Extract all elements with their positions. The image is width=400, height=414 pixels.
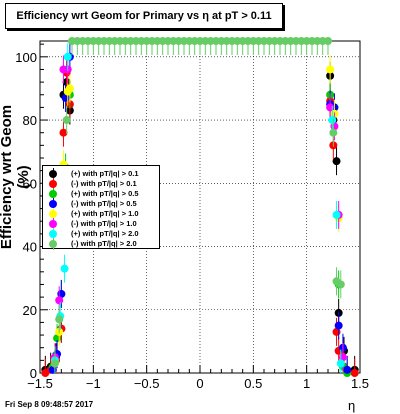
series-7	[50, 37, 345, 373]
data-point	[332, 157, 341, 166]
x-tick-label: 0.5	[244, 376, 262, 391]
x-tick-label: 1	[303, 376, 310, 391]
data-point	[350, 369, 359, 377]
y-tick-label: 100	[15, 50, 37, 65]
legend-entry: (-) with pT/|q| > 2.0	[43, 238, 161, 250]
data-point	[63, 52, 72, 61]
legend-entry: (+) with pT/|q| > 0.5	[43, 188, 161, 200]
legend-label: (+) with pT/|q| > 0.1	[71, 169, 139, 178]
legend-label: (+) with pT/|q| > 1.0	[71, 209, 139, 218]
data-point	[50, 359, 59, 368]
x-tick-label: −0.5	[134, 376, 160, 391]
legend-marker	[49, 170, 57, 178]
legend-marker	[49, 190, 57, 198]
timestamp-footer: Fri Sep 8 09:48:57 2017	[5, 400, 94, 409]
x-tick-label: −1.5	[27, 376, 53, 391]
data-marks	[41, 37, 359, 377]
data-point	[343, 365, 352, 374]
data-point	[336, 280, 345, 289]
legend-label: (+) with pT/|q| > 0.5	[71, 189, 139, 198]
legend-label: (-) with pT/|q| > 0.1	[71, 179, 137, 188]
x-axis-label: η	[348, 398, 356, 413]
y-tick-label: 80	[23, 113, 37, 128]
legend-marker	[49, 180, 57, 188]
x-tick-label: 0	[196, 376, 203, 391]
legend-entry: (-) with pT/|q| > 0.1	[43, 178, 161, 190]
legend-marker	[49, 220, 57, 228]
legend-marker	[49, 210, 57, 218]
chart-title: Efficiency wrt Geom for Primary vs η at …	[5, 3, 283, 29]
legend: (+) with pT/|q| > 0.1 (-) with pT/|q| > 0…	[42, 165, 161, 250]
legend-label: (-) with pT/|q| > 2.0	[71, 239, 137, 248]
legend-marker	[49, 230, 57, 238]
data-point	[324, 37, 332, 45]
y-tick-label: 60	[23, 176, 37, 191]
axes: −1.5 −1 −0.5 0 0.5 1 1.5 0 20 40 60 80 100	[15, 43, 369, 391]
legend-entry: (-) with pT/|q| > 1.0	[43, 218, 161, 230]
data-point	[55, 296, 64, 305]
data-point	[334, 321, 343, 330]
y-tick-label: 0	[30, 366, 37, 381]
y-axis-label: Efficiency wrt Geom (%)	[0, 104, 32, 250]
legend-label: (-) with pT/|q| > 1.0	[71, 219, 137, 228]
data-point	[326, 103, 335, 112]
data-point	[55, 315, 64, 324]
legend-label: (+) with pT/|q| > 2.0	[71, 229, 139, 238]
data-point	[65, 84, 74, 93]
data-point	[332, 210, 341, 219]
legend-entry: (+) with pT/|q| > 2.0	[43, 228, 161, 240]
legend-entry: (+) with pT/|q| > 0.1	[43, 168, 161, 180]
data-point	[329, 128, 338, 137]
data-point	[62, 116, 71, 125]
data-point	[328, 116, 337, 125]
data-point	[336, 359, 345, 368]
legend-entry: (-) with pT/|q| > 0.5	[43, 198, 161, 210]
x-tick-label: −1	[86, 376, 101, 391]
legend-marker	[49, 200, 57, 208]
data-point	[326, 65, 335, 74]
y-tick-label: 40	[23, 240, 37, 255]
y-tick-label: 20	[23, 303, 37, 318]
grid-lines	[40, 41, 360, 373]
x-tick-label: 1.5	[351, 376, 369, 391]
legend-marker	[49, 240, 57, 248]
legend-entry: (+) with pT/|q| > 1.0	[43, 208, 161, 220]
legend-label: (-) with pT/|q| > 0.5	[71, 199, 137, 208]
data-point	[60, 264, 69, 273]
data-point	[59, 128, 68, 137]
